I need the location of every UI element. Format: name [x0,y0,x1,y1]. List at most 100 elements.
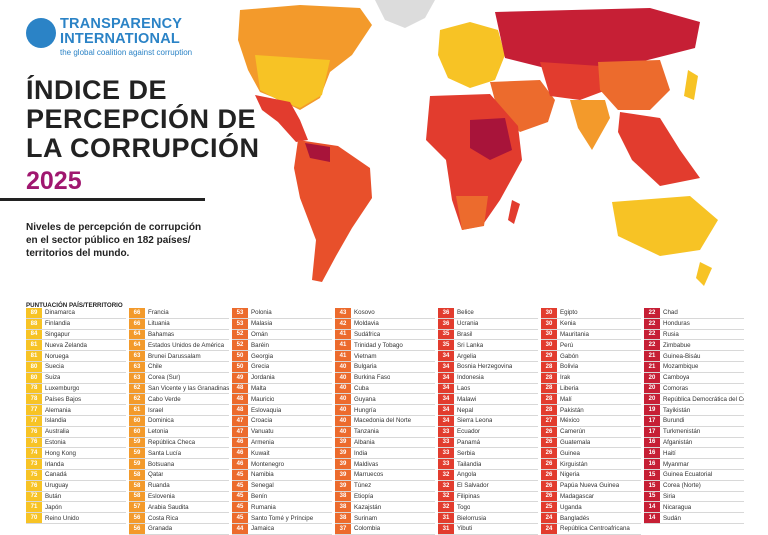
country-name: Liberia [560,384,579,392]
table-row: 40 Burkina Faso [335,372,435,384]
country-name: Chad [663,309,678,317]
table-row: 28 Pakistán [541,405,641,416]
score-badge: 43 [335,308,351,318]
country-name: El Salvador [457,482,489,490]
table-row: 26 Nigeria [541,469,641,481]
score-badge: 66 [129,308,145,318]
score-badge: 53 [232,318,248,329]
country-name: República Centroafricana [560,525,630,533]
country-name: Belice [457,309,474,317]
country-name: Letonia [148,428,169,436]
score-badge: 30 [541,308,557,318]
country-name: Uruguay [45,482,69,490]
country-name: Mauricio [251,395,275,403]
table-row: 27 México [541,415,641,427]
score-badge: 35 [438,329,454,340]
table-row: 34 Malawi [438,394,538,406]
table-row: 21 Guinea-Bisáu [644,351,744,362]
score-badge: 89 [26,308,42,318]
table-row: 76 Estonia [26,437,126,449]
table-row: 49 Jordania [232,372,332,384]
score-badge: 48 [232,405,248,415]
table-row: 26 Madagascar [541,491,641,503]
table-row: 40 Bulgaria [335,361,435,373]
score-badge: 21 [644,361,660,372]
country-name: Ucrania [457,320,479,328]
score-badge: 39 [335,459,351,469]
score-badge: 40 [335,405,351,415]
table-row: 56 Costa Rica [129,513,229,524]
map-europe [438,22,505,88]
table-row: 48 Eslovaquia [232,405,332,416]
score-badge: 26 [541,448,557,459]
country-name: Tailandia [457,460,482,468]
score-badge: 28 [541,383,557,394]
table-row: 30 Mauritania [541,329,641,341]
score-badge: 58 [129,480,145,491]
map-india [570,100,610,150]
score-badge: 45 [232,469,248,480]
country-name: Montenegro [251,460,285,468]
table-row: 34 Argelia [438,351,538,362]
score-badge: 24 [541,523,557,534]
table-row: 34 Laos [438,383,538,395]
score-badge: 45 [232,513,248,523]
country-name: Nicaragua [663,503,692,511]
table-row: 39 Maldivas [335,459,435,470]
table-row: 16 Haití [644,448,744,460]
score-badge: 77 [26,415,42,426]
table-row: 29 Gabón [541,351,641,362]
score-badge: 46 [232,437,248,448]
subtitle: Niveles de percepción de corrupción en e… [26,222,202,259]
map-south-america [294,140,372,282]
table-row: 42 Moldavia [335,318,435,330]
table-row: 59 República Checa [129,437,229,449]
country-name: Egipto [560,309,578,317]
country-name: Laos [457,384,471,392]
table-row: 30 Kenia [541,318,641,330]
table-row: 20 Camboya [644,372,744,384]
country-name: Túnez [354,482,372,490]
country-name: Australia [45,428,70,436]
table-row: 24 República Centroafricana [541,523,641,535]
table-row: 20 Comoras [644,383,744,395]
score-badge: 15 [644,480,660,491]
table-row: 50 Grecia [232,361,332,373]
table-row: 22 Rusia [644,329,744,341]
ranking-column-6: 30 Egipto 30 Kenia 30 Mauritania 30 Perú 29 Gabón… [541,308,641,535]
score-badge: 28 [541,405,557,415]
table-row: 32 Angola [438,469,538,481]
table-row: 39 Túnez [335,480,435,492]
table-row: 41 Vietnam [335,351,435,362]
map-china [598,60,670,110]
country-name: Jordania [251,374,275,382]
map-japan [684,70,698,100]
table-row: 47 Croacia [232,415,332,427]
table-row: 59 Santa Lucía [129,448,229,460]
table-row: 26 Camerún [541,426,641,438]
logo-org-line2: INTERNATIONAL [60,31,180,47]
table-row: 77 Islandia [26,415,126,427]
country-name: Albania [354,438,375,446]
table-row: 81 Noruega [26,351,126,362]
table-row: 41 Trinidad y Tobago [335,340,435,352]
country-name: Estonia [45,438,66,446]
table-row: 22 Zimbabue [644,340,744,352]
table-row: 28 Irak [541,372,641,384]
country-name: Malasia [251,320,273,328]
score-badge: 56 [129,523,145,534]
table-row: 17 Turkmenistán [644,426,744,438]
score-badge: 45 [232,502,248,513]
score-badge: 76 [26,480,42,491]
score-badge: 34 [438,405,454,415]
score-badge: 16 [644,459,660,469]
country-name: Islandia [45,417,67,425]
map-greenland [375,0,435,28]
score-badge: 39 [335,437,351,448]
table-row: 62 Cabo Verde [129,394,229,406]
country-name: Croacia [251,417,273,425]
score-badge: 71 [26,502,42,513]
score-badge: 33 [438,426,454,437]
country-name: República Democrática del Congo [663,395,744,403]
